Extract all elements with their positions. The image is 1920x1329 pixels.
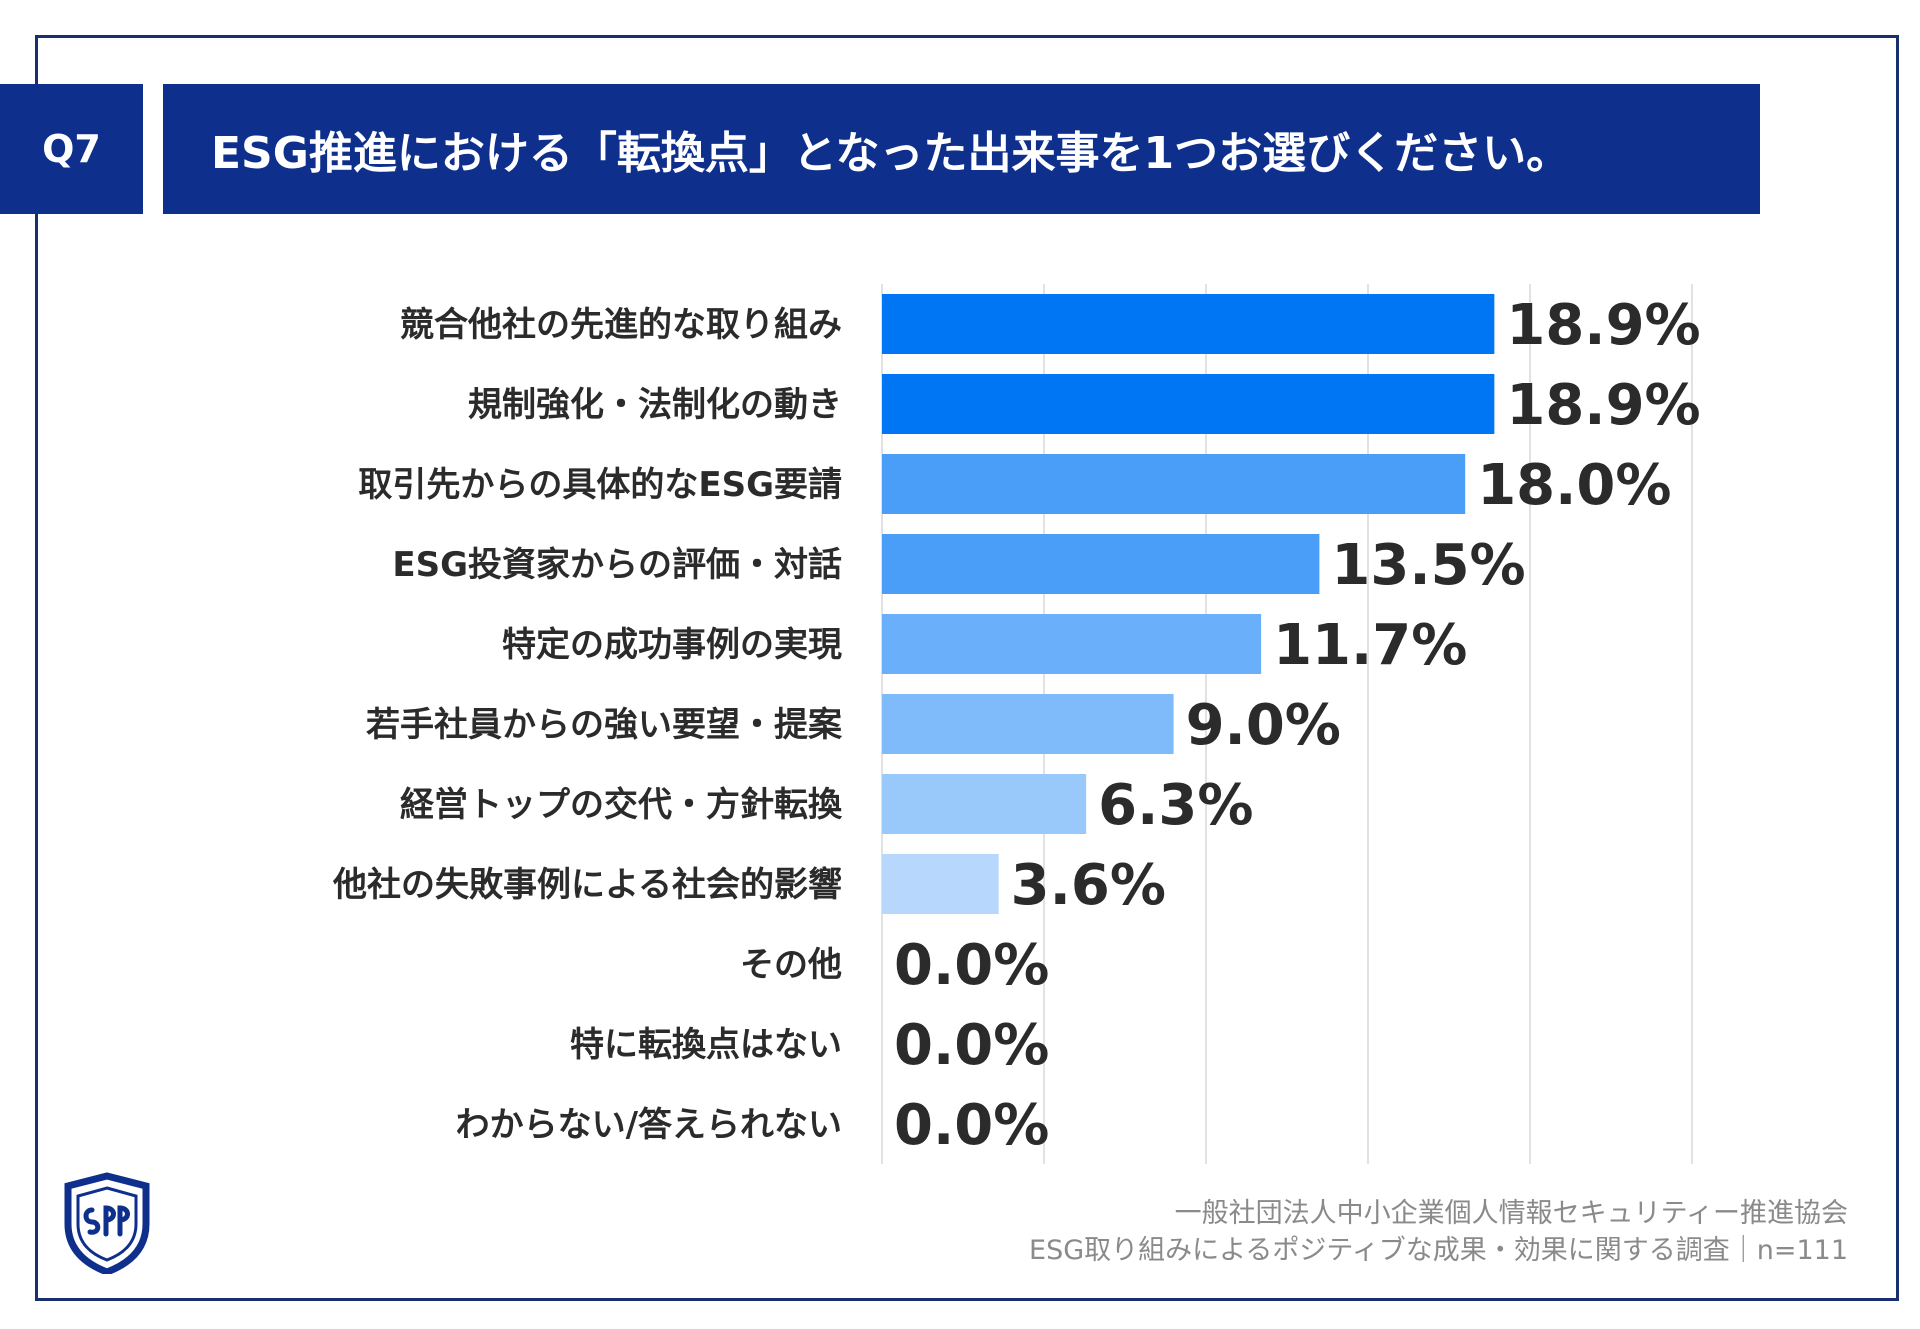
bar (882, 374, 1495, 434)
category-label: 取引先からの具体的なESG要請 (358, 465, 842, 505)
category-label: わからない/答えられない (456, 1105, 842, 1145)
question-title: ESG推進における「転換点」となった出来事を1つお選びください。 (163, 84, 1760, 214)
category-label: 経営トップの交代・方針転換 (400, 785, 843, 825)
data-label: 18.9% (1506, 373, 1700, 438)
data-label: 18.0% (1477, 453, 1671, 518)
data-label: 0.0% (894, 1093, 1049, 1158)
bar (882, 694, 1174, 754)
data-label: 18.9% (1506, 293, 1700, 358)
data-label: 0.0% (894, 1013, 1049, 1078)
bar (882, 454, 1466, 514)
source-survey: ESG取り組みによるポジティブな成果・効果に関する調査｜n=111 (1029, 1235, 1848, 1266)
data-label: 13.5% (1331, 533, 1525, 598)
chart-frame (35, 35, 1899, 1301)
question-number-badge: Q7 (0, 84, 143, 214)
source-organization: 一般社団法人中小企業個人情報セキュリティー推進協会 (1174, 1198, 1848, 1229)
category-label: 競合他社の先進的な取り組み (400, 305, 842, 345)
category-label: 特定の成功事例の実現 (502, 625, 842, 665)
bar (882, 854, 999, 914)
source-note: 一般社団法人中小企業個人情報セキュリティー推進協会 ESG取り組みによるポジティ… (1029, 1195, 1848, 1269)
shield-logo-icon (64, 1172, 150, 1274)
category-label: 他社の失敗事例による社会的影響 (332, 865, 842, 905)
category-label: 規制強化・法制化の動き (468, 385, 842, 425)
data-label: 0.0% (894, 933, 1049, 998)
data-label: 9.0% (1186, 693, 1341, 758)
data-label: 6.3% (1098, 773, 1253, 838)
data-label: 3.6% (1011, 853, 1166, 918)
bar (882, 614, 1262, 674)
category-label: その他 (740, 945, 842, 985)
bar (882, 774, 1087, 834)
bar (882, 294, 1495, 354)
category-label: 特に転換点はない (570, 1025, 842, 1065)
bar (882, 534, 1320, 594)
data-label: 11.7% (1273, 613, 1467, 678)
category-label: 若手社員からの強い要望・提案 (366, 705, 843, 745)
category-label: ESG投資家からの評価・対話 (392, 545, 842, 585)
